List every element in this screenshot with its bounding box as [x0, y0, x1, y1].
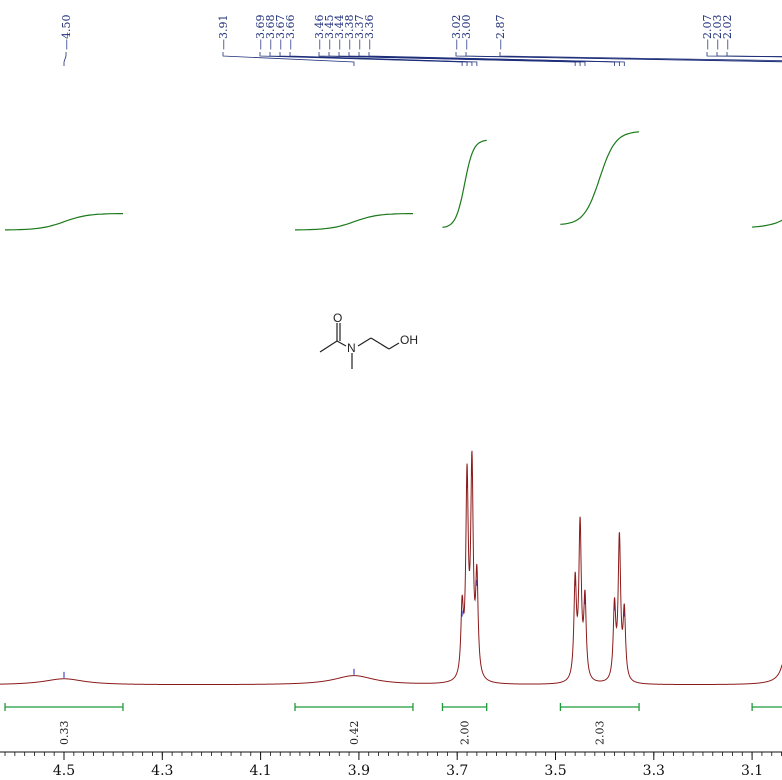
- peak-label-connector: [706, 52, 782, 58]
- peak-label: —3.44: [333, 15, 346, 51]
- bond-ch2-ch2: [370, 337, 390, 350]
- x-axis-tick-label: 3.1: [741, 763, 763, 779]
- integral-curve-layer: [5, 131, 782, 231]
- bond-carbonyl-n: [336, 340, 347, 347]
- bond-n-ch2: [357, 337, 372, 347]
- peak-label: —2.03: [711, 15, 724, 51]
- peak-label-connector: [338, 52, 586, 66]
- peak-marker-layer: [63, 469, 625, 678]
- peak-label: —3.46: [313, 15, 326, 51]
- peak-label: —3.37: [353, 15, 366, 51]
- peak-label-connector: [222, 52, 355, 66]
- x-axis-tick-label: 4.1: [249, 763, 271, 779]
- integral-value: 2.00: [459, 721, 472, 746]
- integral-curve: [295, 213, 413, 231]
- integral-value: 0.33: [58, 721, 71, 746]
- atom-oxygen-label: O: [333, 311, 342, 325]
- peak-label-connector: [63, 52, 67, 66]
- x-axis-tick-label: 3.9: [348, 763, 370, 779]
- spectrum-line: [0, 450, 782, 686]
- peak-label-connector: [465, 52, 782, 63]
- atom-hydroxyl-label: OH: [400, 333, 418, 347]
- integral-curve: [560, 131, 640, 225]
- peak-label-connector: [499, 52, 782, 62]
- integral-bar-layer: 0.330.422.002.033.042.98: [4, 703, 782, 746]
- peak-label: —3.00: [460, 15, 473, 51]
- peak-label: —3.38: [343, 15, 356, 51]
- peak-label: —3.67: [274, 15, 287, 51]
- integral-value: 0.42: [348, 721, 361, 746]
- bond-methyl-carbonyl: [319, 340, 338, 353]
- peak-label-connector: [368, 52, 625, 66]
- peak-label-layer: —4.50 —3.91 —3.69—3.68—3.67—3.66 —3.46—3.45…: [60, 15, 782, 66]
- x-axis-tick-label: 3.3: [643, 763, 665, 779]
- peak-label: —3.36: [363, 15, 376, 51]
- x-axis-tick-label: 3.5: [544, 763, 566, 779]
- peak-label: —3.02: [450, 15, 463, 51]
- peak-label-connector: [726, 52, 782, 57]
- integral-curve: [752, 219, 782, 228]
- bond-ch2-oh: [388, 342, 400, 350]
- peak-label: —3.69: [254, 15, 267, 51]
- x-axis-tick-label: 3.7: [446, 763, 468, 779]
- peak-label-connector: [716, 52, 782, 58]
- atom-nitrogen-label: N: [347, 341, 356, 355]
- integral-curve: [5, 213, 123, 231]
- peak-label-connector: [289, 52, 478, 66]
- peak-label: —3.45: [323, 15, 336, 51]
- peak-label: —3.66: [284, 15, 297, 51]
- peak-label: —3.68: [264, 15, 277, 51]
- integral-curve: [442, 139, 487, 228]
- molecule-structure: [319, 323, 400, 369]
- x-axis-tick-label: 4.5: [53, 763, 75, 779]
- x-axis-tick-label: 4.3: [151, 763, 173, 779]
- peak-label: —2.02: [721, 15, 734, 51]
- x-axis: 4.74.54.34.13.93.73.53.33.12.92.72.52.32…: [0, 751, 782, 779]
- peak-label: —2.87: [494, 15, 507, 51]
- peak-label: —3.91: [217, 15, 230, 51]
- integral-value: 2.03: [594, 721, 607, 746]
- peak-label: —2.07: [701, 15, 714, 51]
- peak-label: —4.50: [60, 15, 73, 51]
